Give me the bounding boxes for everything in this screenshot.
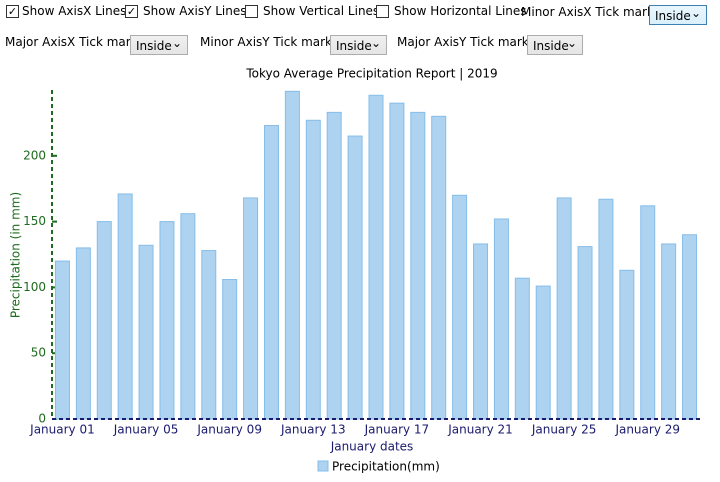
bar [159, 221, 175, 420]
bar [180, 213, 196, 420]
bar [347, 135, 363, 420]
bar [410, 111, 426, 420]
checkbox-label[interactable]: Show AxisY Lines [143, 4, 247, 18]
bar [514, 277, 530, 420]
dropdown-label: Minor AxisX Tick marks: [521, 5, 665, 19]
y-tick-label: 50 [31, 346, 46, 360]
bar [682, 234, 698, 420]
bar [96, 221, 112, 420]
bar [577, 246, 593, 420]
bar [619, 269, 635, 420]
y-tick-label: 100 [23, 280, 46, 294]
bar [138, 244, 154, 420]
bar [431, 115, 447, 420]
bar [284, 90, 300, 420]
bar [222, 279, 238, 420]
bar [640, 205, 656, 420]
x-axis-title: January dates [330, 440, 414, 454]
y-axis-title: Precipitation (in mm) [9, 192, 23, 318]
legend-swatch [317, 460, 329, 472]
bar [452, 194, 468, 420]
x-tick-label: January 21 [447, 423, 513, 437]
bar [389, 102, 405, 420]
y-tick-label: 150 [23, 214, 46, 228]
checkbox-label[interactable]: Show Vertical Lines [263, 4, 380, 18]
x-tick-label: January 05 [113, 423, 179, 437]
bar [598, 198, 614, 420]
x-tick-label: January 29 [614, 423, 680, 437]
bar [368, 94, 384, 420]
chart-title: Tokyo Average Precipitation Report | 201… [245, 67, 497, 81]
bar [305, 119, 321, 420]
bar [493, 218, 509, 420]
x-tick-label: January 01 [29, 423, 95, 437]
bar [54, 260, 70, 420]
dropdown[interactable]: Inside [330, 33, 387, 55]
checkbox[interactable] [376, 5, 389, 18]
bar [75, 247, 91, 420]
bar [556, 197, 572, 420]
y-tick-label: 200 [23, 148, 46, 162]
bar [117, 193, 133, 420]
y-tick-label: 0 [38, 412, 46, 426]
dropdown-label: Minor AxisY Tick marks: [200, 35, 343, 49]
checkbox-label[interactable]: Show AxisX Lines [22, 4, 127, 18]
bar [473, 243, 489, 420]
x-tick-label: January 25 [531, 423, 597, 437]
bar [661, 243, 677, 420]
x-tick-label: January 09 [196, 423, 262, 437]
dropdown[interactable]: Inside [649, 3, 707, 25]
checkbox[interactable] [245, 5, 258, 18]
bar [535, 285, 551, 420]
dropdown-label: Major AxisY Tick marks: [397, 35, 540, 49]
bar [201, 250, 217, 420]
checkbox[interactable]: ✓ [125, 5, 138, 18]
bar [263, 125, 279, 420]
checkbox-label[interactable]: Show Horizontal Lines [394, 4, 527, 18]
dropdown-label: Major AxisX Tick marks: [5, 35, 148, 49]
checkbox[interactable]: ✓ [6, 5, 19, 18]
x-tick-label: January 17 [364, 423, 430, 437]
legend-label: Precipitation(mm) [332, 460, 440, 474]
bar [243, 197, 259, 420]
x-tick-label: January 13 [280, 423, 346, 437]
bar [326, 111, 342, 420]
dropdown[interactable]: Inside [130, 33, 188, 55]
dropdown[interactable]: Inside [527, 33, 583, 55]
